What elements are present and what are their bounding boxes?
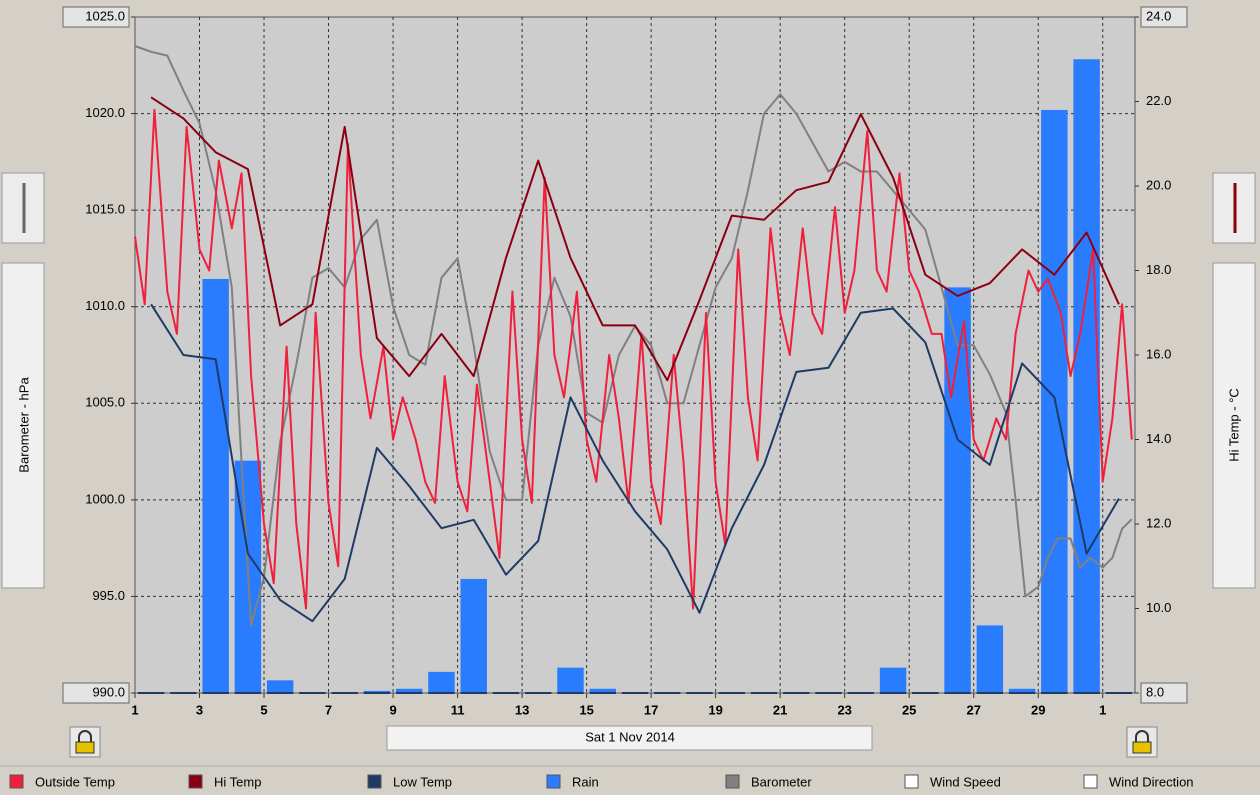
legend: Outside Temp Hi Temp Low Temp Rain Barometer… [9,774,1194,789]
y2-axis-label: Hi Temp - °C [1226,388,1241,462]
y-tick-label: 995.0 [92,588,125,603]
tick-box [1140,6,1188,28]
y-tick-label: 1005.0 [85,395,125,410]
legend-label: Wind Speed [930,774,1001,789]
x-tick-label: 7 [325,702,332,717]
x-tick-label: 29 [1031,702,1045,717]
lock-shackle [78,730,92,742]
x-tick-label: 23 [837,702,851,717]
rain-bar [589,688,616,693]
x-tick-label: 3 [196,702,203,717]
y-tick-label: 1025.0 [85,8,125,23]
lock-button[interactable] [69,726,101,758]
rain-bar [879,667,907,693]
legend-swatch [1083,774,1098,789]
marks [134,45,1133,694]
date-button[interactable] [386,725,873,751]
y2-tick-label: 24.0 [1146,8,1171,23]
axis-panel[interactable] [1,262,45,589]
legend-label: Low Temp [393,774,452,789]
tick-box [62,682,130,704]
legend-swatch [904,774,919,789]
legend-swatch [725,774,740,789]
legend-label: Rain [572,774,599,789]
y2-tick-label: 20.0 [1146,177,1171,192]
date-label: Sat 1 Nov 2014 [585,729,675,744]
y-tick-label: 1020.0 [85,105,125,120]
legend-swatch [546,774,561,789]
x-tick-label: 15 [579,702,593,717]
y2-tick-label: 10.0 [1146,600,1171,615]
y2-tick-label: 16.0 [1146,346,1171,361]
lock-body [75,741,95,754]
y2-tick-label: 8.0 [1146,684,1164,699]
y2-tick-label: 12.0 [1146,515,1171,530]
rain-bar [1073,59,1100,693]
lock-body [1132,741,1152,754]
x-tick-label: 25 [902,702,916,717]
rain-bar [976,625,1004,693]
legend-swatch [9,774,24,789]
series-line [134,108,1133,610]
y2-tick-label: 14.0 [1146,431,1171,446]
legend-label: Barometer [751,774,812,789]
y-tick-label: 1010.0 [85,298,125,313]
series-line [134,45,1133,627]
x-tick-label: 11 [451,702,465,717]
plot-area [134,16,1136,694]
y-tick-label: 990.0 [92,684,125,699]
x-tick-label: 13 [515,702,529,717]
rain-bar [202,278,229,693]
legend-label: Outside Temp [35,774,115,789]
x-tick-label: 1 [131,702,138,717]
lock-shackle [1135,730,1149,742]
y2-tick-label: 18.0 [1146,262,1171,277]
rain-bar [363,690,391,693]
legend-swatch [188,774,203,789]
axis-panel[interactable] [1212,262,1256,589]
legend-swatch [367,774,382,789]
y-tick-label: 1015.0 [85,202,125,217]
tick-box [1140,682,1188,704]
x-tick-label: 21 [773,702,787,717]
x-tick-label: 1 [1099,702,1106,717]
series-line [150,96,1120,382]
rain-bar [557,667,584,693]
x-tick-label: 17 [644,702,658,717]
rain-bar [428,671,455,693]
x-tick-label: 9 [389,702,396,717]
y-tick-label: 1000.0 [85,491,125,506]
series-line [150,303,1120,623]
grid [135,17,1135,693]
legend-label: Hi Temp [214,774,261,789]
tick-box [62,6,130,28]
rain-bar [395,688,423,693]
y2-tick-label: 22.0 [1146,93,1171,108]
legend-label: Wind Direction [1109,774,1194,789]
rain-bar [266,680,294,693]
x-tick-label: 19 [708,702,722,717]
rain-bar [460,578,487,693]
y-axis-label: Barometer - hPa [16,377,31,473]
rain-bar [1008,688,1036,693]
lock-button[interactable] [1126,726,1158,758]
x-tick-label: 27 [966,702,980,717]
x-tick-label: 5 [260,702,267,717]
